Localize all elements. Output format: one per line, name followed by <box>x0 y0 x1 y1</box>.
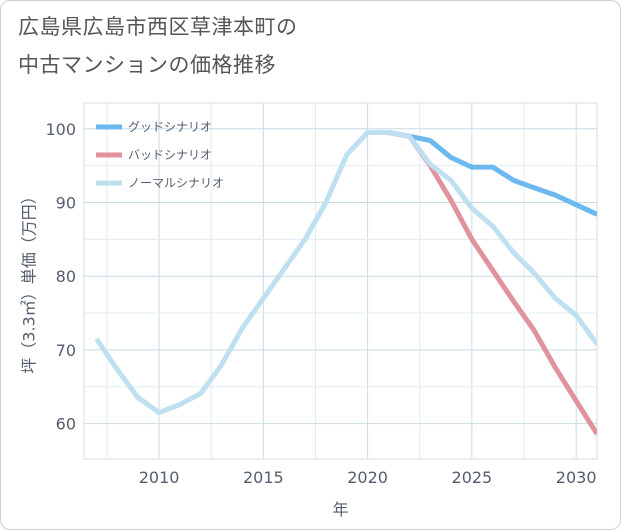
y-axis-label: 坪（3.3㎡）単価（万円） <box>20 188 39 373</box>
series-lines <box>94 130 597 436</box>
x-tick-label: 2015 <box>243 468 284 487</box>
series-line-2 <box>94 130 597 416</box>
y-tick-label: 60 <box>56 415 76 434</box>
x-tick-label: 2030 <box>556 468 597 487</box>
x-tick-label: 2020 <box>347 468 388 487</box>
y-tick-label: 80 <box>56 267 76 286</box>
legend-label-1: バッドシナリオ <box>128 148 212 162</box>
legend-label-2: ノーマルシナリオ <box>128 176 224 190</box>
tick-labels: 2010 2015 2020 2025 2030 60 70 80 90 100 <box>45 120 596 487</box>
series-line-1 <box>367 130 597 436</box>
y-tick-label: 90 <box>56 194 76 213</box>
legend-label-0: グッドシナリオ <box>128 120 212 134</box>
x-tick-label: 2025 <box>452 468 493 487</box>
plot-border <box>83 102 598 460</box>
chart-title-line-2: 中古マンションの価格推移 <box>18 53 276 77</box>
x-tick-label: 2010 <box>139 468 180 487</box>
y-tick-label: 70 <box>56 341 76 360</box>
grid <box>83 102 598 460</box>
x-axis-label: 年 <box>332 500 348 519</box>
chart-title-line-1: 広島県広島市西区草津本町の <box>18 15 298 39</box>
y-tick-label: 100 <box>45 120 76 139</box>
